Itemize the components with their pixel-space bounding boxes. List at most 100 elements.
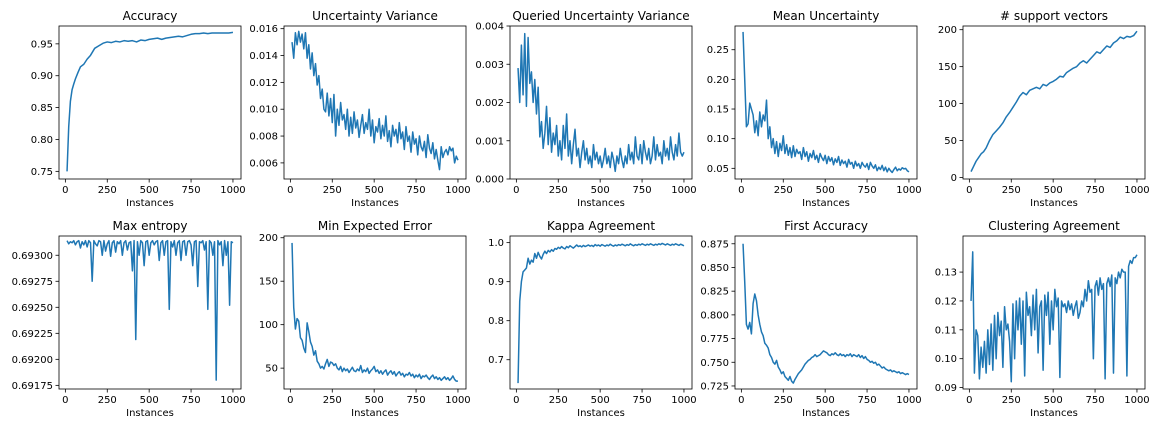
y-tick-label: 0.7 — [488, 355, 504, 366]
x-axis-label: Instances — [577, 408, 625, 419]
y-tick-label: 0.875 — [700, 239, 729, 250]
chart-panel-uncertainty-variance: Uncertainty Variance 0 250 500 750 1000 0.006 0… — [249, 9, 470, 209]
y-tick-label: 0.80 — [31, 135, 53, 146]
x-axis-label: Instances — [351, 408, 399, 419]
y-tick-label: 0.000 — [475, 175, 504, 186]
chart-panel-kappa-agreement: Kappa Agreement 0 250 500 750 1000 0.7 0.8 0.9 1.… — [488, 219, 697, 419]
chart-title: Min Expected Error — [318, 219, 432, 233]
series-line — [742, 243, 910, 384]
y-tick-label: 0.002 — [475, 98, 504, 109]
x-tick-label: 0 — [966, 395, 972, 406]
x-tick-label: 1000 — [220, 395, 245, 406]
x-tick-label: 1000 — [671, 395, 696, 406]
chart-panel-min-expected-error: Min Expected Error 0 250 500 750 1000 50 100 150… — [259, 219, 471, 419]
x-tick-label: 0 — [513, 185, 519, 196]
y-tick-label: 0.69175 — [12, 381, 53, 392]
x-axis-label: Instances — [1030, 408, 1078, 419]
y-tick-label: 0.11 — [935, 325, 957, 336]
chart-title: Max entropy — [112, 219, 187, 233]
x-tick-label: 1000 — [1124, 395, 1149, 406]
x-tick-label: 750 — [407, 185, 426, 196]
chart-title: Clustering Agreement — [988, 219, 1120, 233]
y-tick-label: 1.0 — [488, 238, 504, 249]
y-tick-label: 0.775 — [700, 334, 729, 345]
x-tick-label: 500 — [1044, 395, 1063, 406]
y-tick-label: 0.69275 — [12, 277, 53, 288]
y-tick-label: 0.006 — [249, 158, 278, 169]
x-tick-label: 500 — [140, 395, 159, 406]
x-tick-label: 0 — [287, 185, 293, 196]
x-tick-label: 0 — [738, 185, 744, 196]
x-axis-label: Instances — [802, 198, 850, 209]
x-tick-label: 750 — [407, 395, 426, 406]
x-tick-label: 0 — [513, 395, 519, 406]
series-line — [970, 251, 1138, 383]
axes-frame — [734, 235, 918, 390]
x-tick-label: 500 — [365, 395, 384, 406]
y-tick-label: 0.25 — [707, 45, 729, 56]
y-tick-label: 0.016 — [249, 24, 278, 35]
series-line — [517, 242, 685, 384]
y-tick-label: 0.15 — [707, 105, 729, 116]
chart-panel-accuracy: Accuracy 0 250 500 750 1000 0.75 0.80 0.85 0.90 0.… — [31, 9, 246, 209]
y-tick-label: 0.003 — [475, 60, 504, 71]
x-axis-label: Instances — [577, 198, 625, 209]
x-tick-label: 250 — [98, 185, 117, 196]
x-tick-label: 250 — [1002, 395, 1021, 406]
chart-title: Kappa Agreement — [547, 219, 655, 233]
series-line — [970, 30, 1138, 172]
y-tick-label: 0.09 — [935, 383, 957, 394]
x-tick-label: 250 — [1002, 185, 1021, 196]
x-tick-label: 250 — [774, 185, 793, 196]
x-tick-label: 750 — [858, 395, 877, 406]
chart-title: Uncertainty Variance — [312, 9, 438, 23]
y-tick-label: 50 — [265, 364, 278, 375]
axes-frame — [962, 25, 1146, 180]
y-tick-label: 0.850 — [700, 263, 729, 274]
series-line — [291, 30, 459, 171]
series-line — [66, 31, 234, 172]
x-axis-label: Instances — [351, 198, 399, 209]
x-tick-label: 250 — [98, 395, 117, 406]
series-line — [66, 239, 234, 381]
y-tick-label: 0.05 — [707, 164, 729, 175]
x-tick-label: 250 — [549, 185, 568, 196]
chart-title: First Accuracy — [784, 219, 868, 233]
chart-panel-mean-uncertainty: Mean Uncertainty 0 250 500 750 1000 0.05 0.10 0.… — [707, 9, 922, 209]
x-tick-label: 500 — [140, 185, 159, 196]
y-tick-label: 0.9 — [488, 277, 504, 288]
chart-panel-max-entropy: Max entropy 0 250 500 750 1000 0.69175 0.69200 0… — [12, 219, 246, 419]
y-tick-label: 0.85 — [31, 103, 53, 114]
axes-frame — [734, 25, 918, 180]
x-tick-label: 250 — [549, 395, 568, 406]
axes-frame — [283, 25, 467, 180]
x-tick-label: 750 — [1086, 395, 1105, 406]
x-tick-label: 1000 — [896, 185, 921, 196]
x-tick-label: 1000 — [445, 395, 470, 406]
y-tick-label: 0.95 — [31, 39, 53, 50]
y-tick-label: 0.10 — [935, 354, 957, 365]
y-tick-label: 0.69225 — [12, 329, 53, 340]
x-tick-label: 750 — [633, 395, 652, 406]
y-tick-label: 0.725 — [700, 381, 729, 392]
x-tick-label: 750 — [633, 185, 652, 196]
x-tick-label: 500 — [1044, 185, 1063, 196]
y-tick-label: 0.10 — [707, 134, 729, 145]
axes-frame — [283, 235, 467, 390]
y-tick-label: 0.69300 — [12, 251, 53, 262]
series-line — [517, 32, 685, 173]
x-tick-label: 500 — [816, 185, 835, 196]
x-tick-label: 0 — [287, 395, 293, 406]
series-line — [291, 242, 458, 382]
x-tick-label: 750 — [182, 395, 201, 406]
chart-panel-support-vectors: # support vectors 0 250 500 750 1000 0 50 100 150… — [938, 9, 1150, 209]
x-tick-label: 750 — [182, 185, 201, 196]
x-tick-label: 250 — [323, 395, 342, 406]
y-tick-label: 0.004 — [475, 22, 504, 33]
chart-title: Queried Uncertainty Variance — [512, 9, 689, 23]
y-tick-label: 100 — [259, 320, 278, 331]
axes-frame — [58, 25, 242, 180]
axes-frame — [58, 235, 242, 390]
y-tick-label: 0.008 — [249, 132, 278, 143]
